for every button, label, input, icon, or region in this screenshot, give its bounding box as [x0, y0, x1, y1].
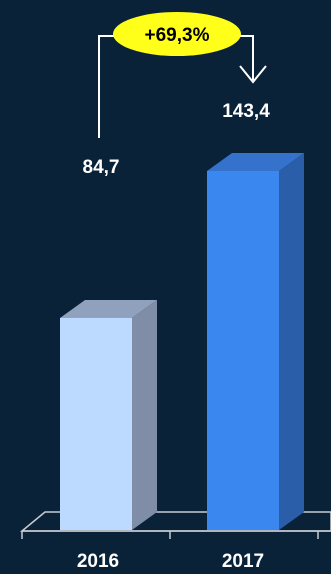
change-badge: [113, 12, 241, 56]
category-labels: 2016 2017: [77, 551, 264, 572]
category-label-2016: 2016: [77, 551, 119, 572]
bar-2017: [207, 153, 304, 530]
category-label-2017: 2017: [222, 551, 264, 572]
bar-side-2016: [132, 299, 157, 530]
bar-top-2016: [60, 299, 157, 318]
bar-top-2017: [207, 153, 304, 171]
bar-series: [60, 153, 304, 530]
change-bracket-left: [98, 35, 128, 138]
bar-side-2017: [279, 153, 304, 530]
value-label-2016: 84,7: [83, 157, 120, 178]
bar-front-2017: [207, 171, 279, 530]
chart-floor: [19, 511, 331, 539]
change-badge-label: +69,3%: [145, 25, 210, 46]
value-label-2017: 143,4: [222, 101, 270, 122]
bar-front-2016: [60, 317, 132, 530]
value-labels: 84,7 143,4: [83, 101, 271, 178]
bar-2016: [60, 299, 157, 530]
arrow-head-icon: [239, 65, 267, 84]
change-annotation: +69,3%: [98, 12, 267, 138]
